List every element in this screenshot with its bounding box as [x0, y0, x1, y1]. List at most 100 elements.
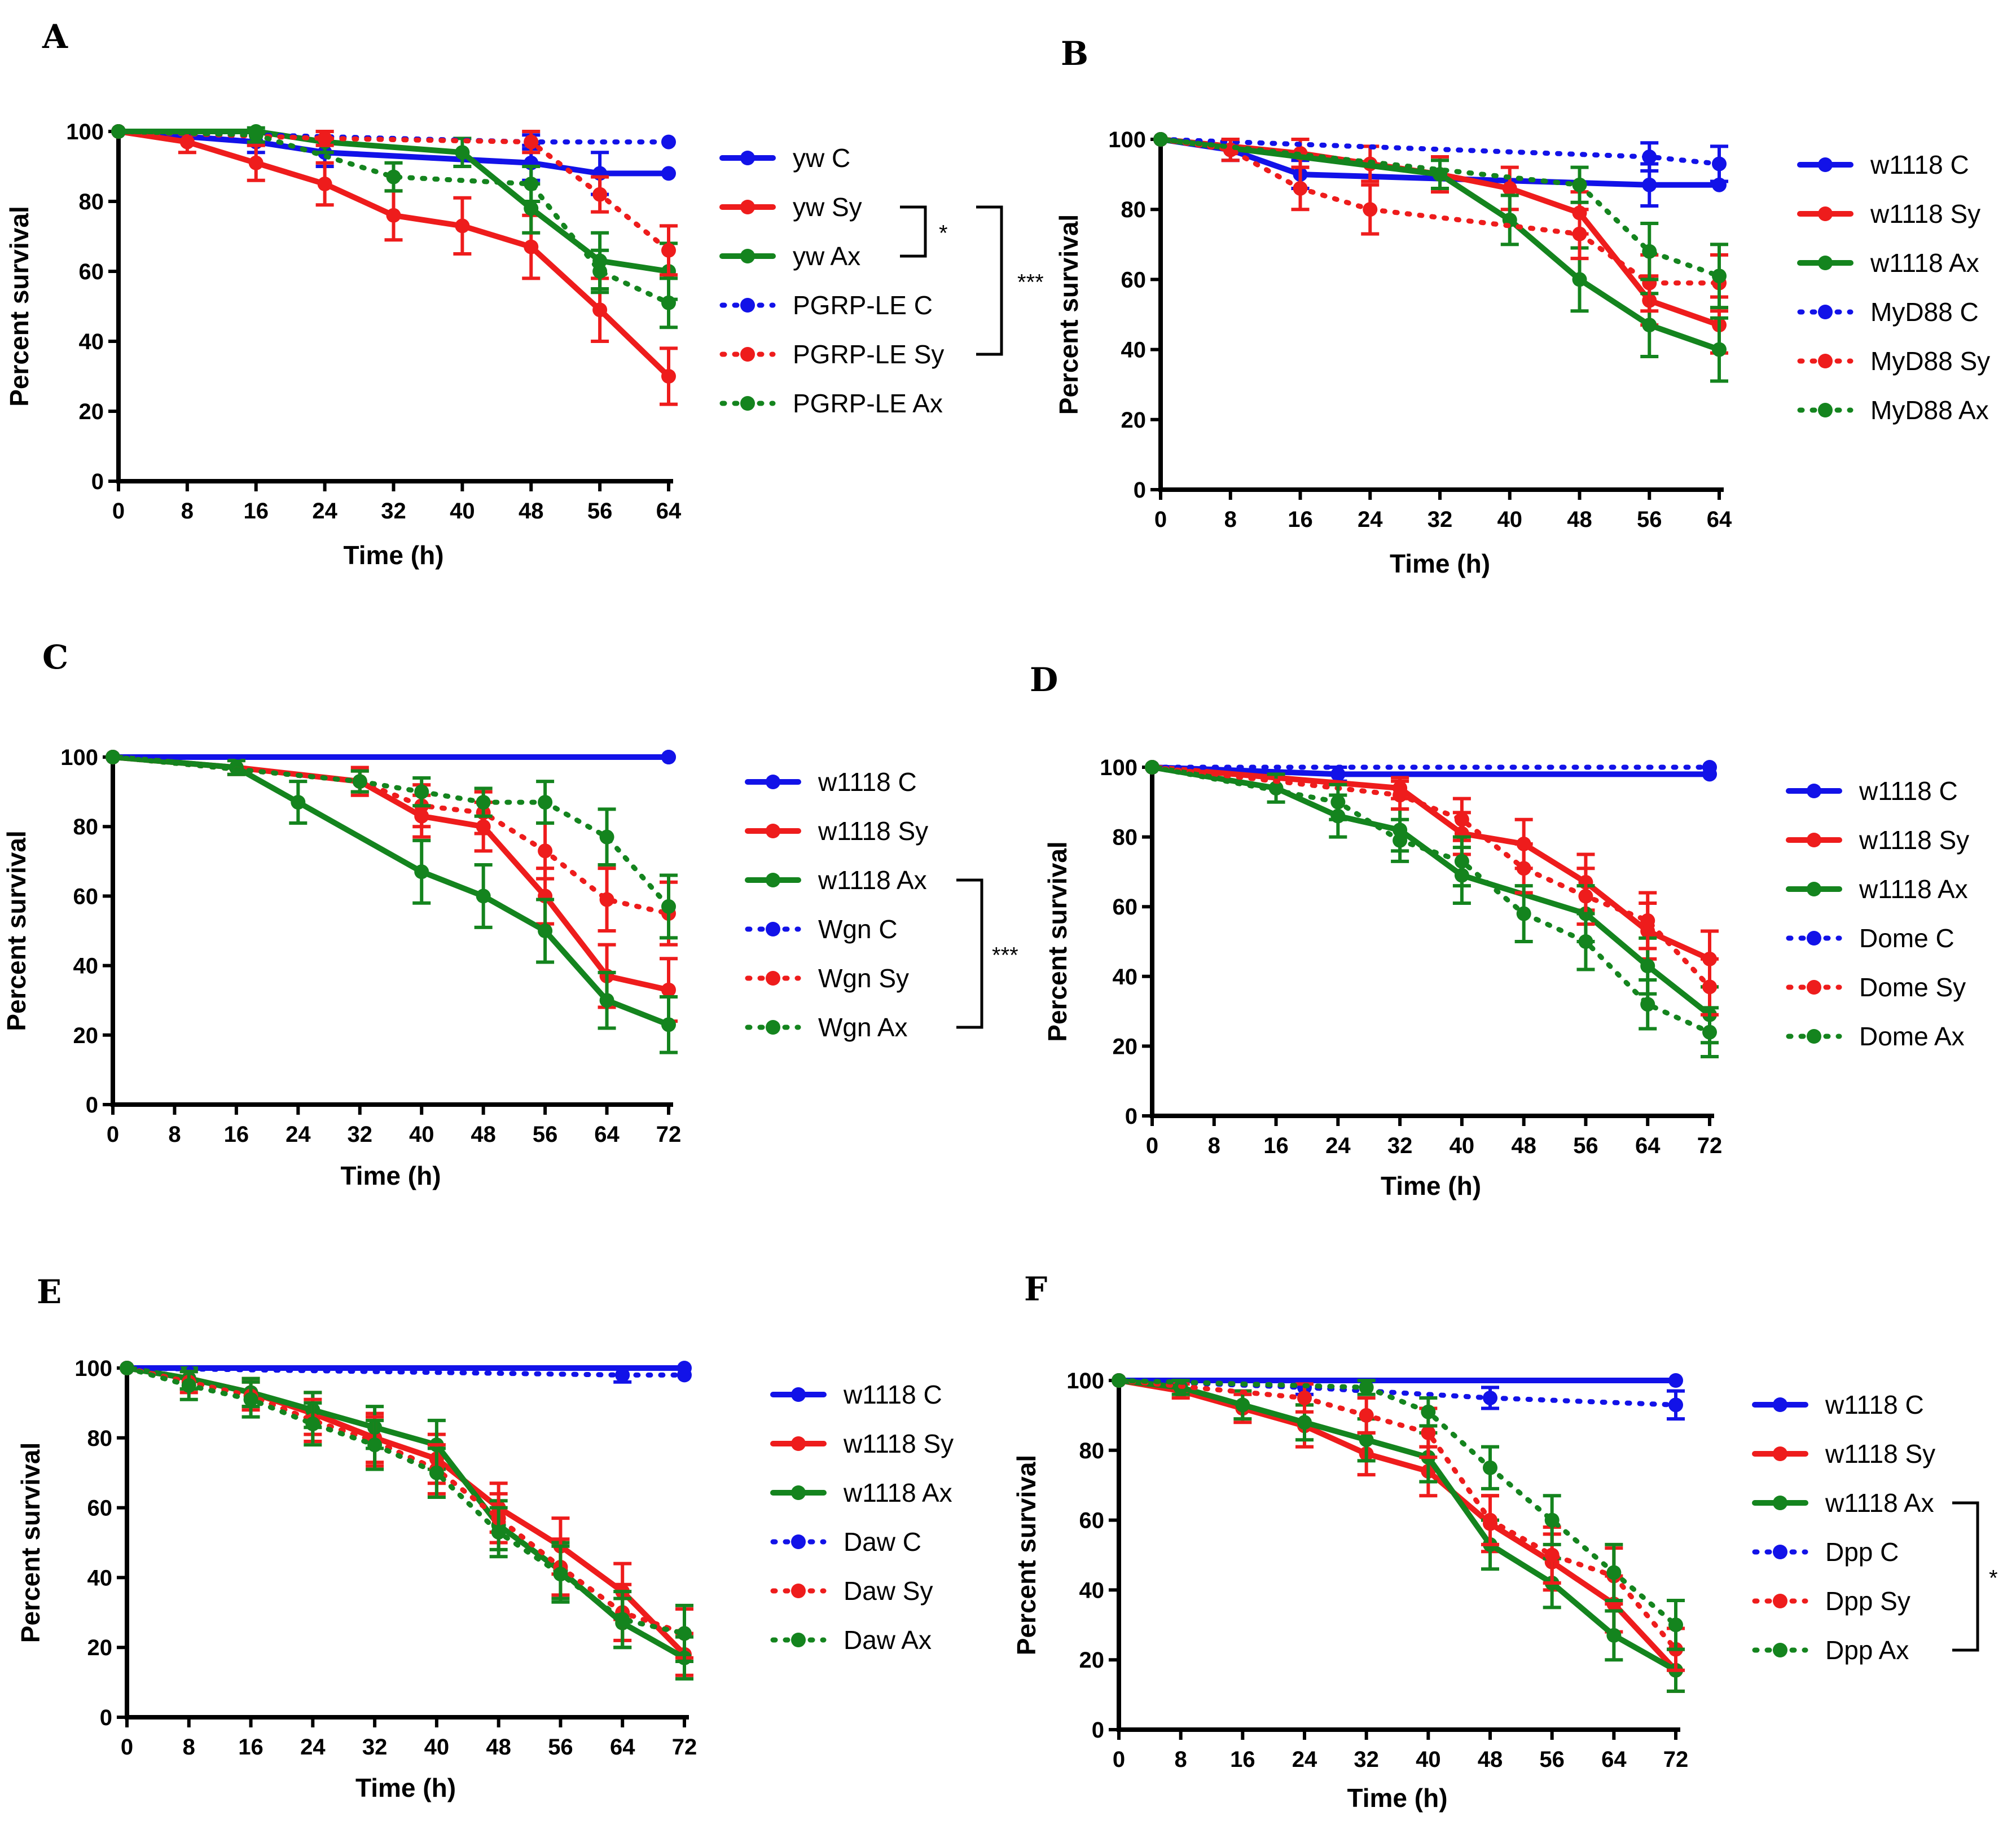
- legend-label: Dpp C: [1825, 1537, 1899, 1567]
- data-point: [317, 177, 332, 191]
- series-w1118-c: [1112, 1373, 1683, 1388]
- y-axis-title: Percent survival: [5, 206, 34, 406]
- y-tick-label: 60: [73, 884, 99, 909]
- legend-label: w1118 Ax: [818, 865, 927, 895]
- x-tick-label: 8: [168, 1122, 181, 1147]
- legend-label: w1118 C: [1859, 776, 1958, 806]
- series-line: [1116, 1378, 1679, 1652]
- legend-label: w1118 C: [1825, 1390, 1924, 1419]
- series-line: [116, 129, 671, 306]
- legend-marker: [740, 249, 755, 263]
- legend-item: Daw Sy: [770, 1576, 933, 1606]
- legend-item: PGRP-LE Sy: [719, 340, 944, 369]
- x-tick-label: 40: [450, 499, 475, 524]
- legend-item: w1118 Ax: [745, 865, 927, 895]
- panel-F: F 0 20 40 60 80 100 0 8 16 24 32 40 48 56 64 72 Time (h) P…: [1012, 1270, 1998, 1813]
- data-point: [1578, 889, 1593, 904]
- panel-letter: F: [1024, 1270, 1047, 1308]
- legend-label: Wgn Ax: [818, 1013, 908, 1042]
- significance-bracket: *: [900, 205, 948, 258]
- data-point: [1668, 1617, 1683, 1633]
- x-tick-label: 16: [1288, 507, 1313, 532]
- series-line: [1158, 137, 1722, 353]
- legend-marker: [1773, 1496, 1787, 1510]
- data-point: [1145, 760, 1159, 775]
- series-pgrp-le-ax: [111, 124, 678, 329]
- legend-marker: [740, 396, 755, 411]
- data-point: [414, 864, 429, 879]
- panel-letter: A: [42, 17, 68, 56]
- data-point: [248, 127, 263, 143]
- legend-label: Dpp Ax: [1825, 1635, 1909, 1665]
- data-point: [661, 295, 676, 310]
- x-tick-label: 64: [610, 1735, 635, 1760]
- legend-marker: [740, 151, 755, 165]
- y-axis-title: Percent survival: [1043, 841, 1072, 1041]
- legend-item: w1118 C: [745, 767, 917, 797]
- y-tick-label: 100: [74, 1356, 112, 1381]
- data-point: [1297, 1415, 1312, 1430]
- data-point: [1483, 1512, 1497, 1528]
- x-tick-label: 8: [181, 499, 194, 524]
- y-tick-label: 100: [60, 745, 98, 770]
- legend-label: w1118 Sy: [1870, 199, 1980, 228]
- y-tick-label: 80: [1121, 197, 1147, 222]
- y-tick-label: 0: [100, 1705, 112, 1730]
- y-tick-label: 40: [1079, 1578, 1105, 1603]
- panel-B: B 0 20 40 60 80 100 0 8 16 24 32 40 48 56 64 Time (h) Per…: [1054, 34, 1990, 578]
- panel-letter: D: [1030, 661, 1058, 699]
- x-tick-label: 48: [486, 1735, 511, 1760]
- y-tick-label: 40: [1121, 338, 1147, 363]
- data-point: [1642, 318, 1657, 333]
- data-point: [1572, 226, 1587, 241]
- legend-label: w1118 Sy: [1859, 825, 1969, 855]
- legend-marker: [766, 1020, 780, 1035]
- y-tick-label: 20: [1121, 408, 1147, 433]
- y-axis-title: Percent survival: [16, 1443, 45, 1643]
- legend-item: Dpp Sy: [1752, 1586, 1910, 1616]
- data-point: [1359, 1432, 1374, 1448]
- legend-label: MyD88 Ax: [1870, 395, 1989, 425]
- series-myd88-ax: [1153, 132, 1728, 310]
- legend-item: w1118 Sy: [1752, 1439, 1935, 1468]
- legend-label: PGRP-LE C: [793, 291, 933, 320]
- legend-item: PGRP-LE Ax: [719, 389, 943, 418]
- data-point: [592, 302, 608, 318]
- x-tick-label: 48: [519, 499, 544, 524]
- data-point: [1572, 272, 1587, 287]
- data-point: [538, 843, 553, 859]
- data-point: [524, 239, 539, 254]
- y-tick-label: 80: [73, 815, 99, 839]
- data-point: [1330, 794, 1346, 810]
- bracket-line: [956, 878, 983, 1029]
- legend-item: Dome Sy: [1786, 973, 1966, 1002]
- legend-marker: [766, 971, 780, 986]
- series-line: [1149, 764, 1712, 1018]
- legend-item: w1118 C: [1797, 150, 1969, 179]
- legend-label: w1118 Sy: [843, 1429, 954, 1458]
- data-point: [1578, 934, 1593, 949]
- legend-item: w1118 Sy: [745, 816, 928, 846]
- x-tick-label: 0: [1154, 507, 1167, 532]
- legend-label: w1118 Ax: [1859, 874, 1968, 904]
- legend-label: PGRP-LE Ax: [793, 389, 943, 418]
- data-point: [1393, 833, 1408, 848]
- x-tick-label: 8: [1208, 1133, 1220, 1158]
- legend-label: Dome Ax: [1859, 1022, 1965, 1051]
- data-point: [317, 131, 332, 146]
- legend-item: w1118 Ax: [1786, 874, 1968, 904]
- data-point: [120, 1361, 134, 1375]
- data-point: [476, 889, 491, 904]
- x-tick-label: 56: [1637, 507, 1662, 532]
- data-point: [524, 134, 539, 149]
- x-tick-label: 40: [424, 1735, 450, 1760]
- panel-C: C 0 20 40 60 80 100 0 8 16 24 32 40 48 56 64 72 Time (h) P…: [2, 638, 1018, 1190]
- x-tick-label: 24: [300, 1735, 326, 1760]
- y-tick-label: 40: [87, 1565, 113, 1590]
- data-point: [1483, 1390, 1497, 1405]
- x-tick-label: 64: [1707, 507, 1732, 532]
- significance-label: *: [1989, 1566, 1998, 1591]
- significance-bracket: ***: [976, 205, 1044, 356]
- data-point: [661, 982, 676, 997]
